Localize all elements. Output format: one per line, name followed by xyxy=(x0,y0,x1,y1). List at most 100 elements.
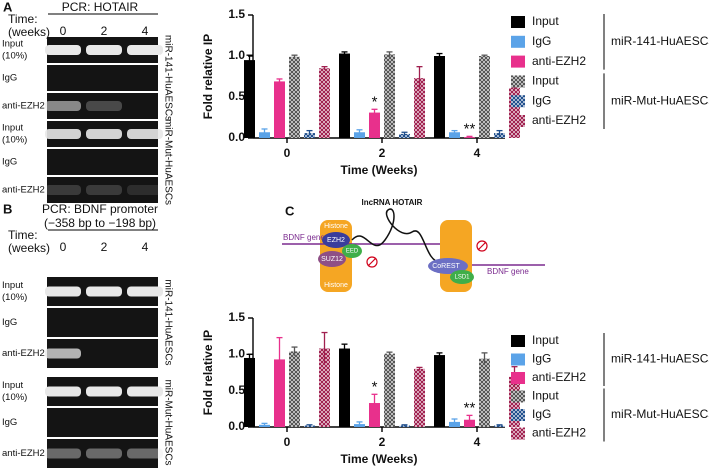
legend-swatch xyxy=(511,55,525,68)
error-bar xyxy=(401,131,408,136)
y-tick-label: 0.0 xyxy=(228,419,245,433)
row-label: Input xyxy=(2,123,23,134)
gel-band xyxy=(127,286,163,297)
gel-band xyxy=(45,129,81,139)
row-label: Input xyxy=(2,39,23,50)
time-label: Time: xyxy=(8,228,38,242)
y-tick-label: 1.5 xyxy=(228,310,245,324)
row-label: anti-EZH2 xyxy=(2,348,45,359)
error-bar xyxy=(321,331,328,365)
block-icon xyxy=(476,240,488,252)
error-bar xyxy=(481,54,488,57)
error-bar xyxy=(416,66,423,90)
row-label: anti-EZH2 xyxy=(2,185,45,196)
bar xyxy=(434,56,445,138)
gel xyxy=(47,308,158,337)
error-bar xyxy=(416,366,423,371)
error-bar xyxy=(386,351,393,356)
gel-band xyxy=(127,448,163,459)
legend-label: anti-EZH2 xyxy=(532,370,586,384)
gel-band xyxy=(127,129,163,139)
legend-swatch xyxy=(511,353,525,366)
bar xyxy=(354,132,365,138)
gel xyxy=(47,439,158,468)
gel-band xyxy=(86,386,122,397)
rna xyxy=(351,208,441,263)
legend-group-label: miR-141-HuAESCs xyxy=(611,34,709,48)
error-bar xyxy=(341,343,348,353)
bar xyxy=(274,81,285,138)
gel-title: PCR: BDNF promoter xyxy=(42,202,158,216)
bar xyxy=(319,348,330,427)
x-tick-label: 2 xyxy=(379,435,386,449)
gel-band xyxy=(127,185,163,195)
error-bar xyxy=(291,346,298,356)
group-label: miR-141-HuAESCs xyxy=(162,279,173,365)
y-axis-label: Fold relative IP xyxy=(201,34,215,119)
x-tick-label: 0 xyxy=(284,435,291,449)
row-label: IgG xyxy=(2,317,17,328)
bar xyxy=(434,355,445,427)
protein-label: EED xyxy=(346,249,359,255)
block-icon xyxy=(367,257,377,267)
significance: * xyxy=(372,378,378,395)
bar xyxy=(369,403,380,427)
time-tick: 2 xyxy=(101,240,108,254)
panel-label: C xyxy=(285,203,295,218)
bar xyxy=(339,53,350,138)
error-bar xyxy=(246,353,253,362)
legend-label: IgG xyxy=(532,34,551,48)
bar xyxy=(339,348,350,427)
legend-group-label: miR-141-HuAESCs xyxy=(611,352,709,366)
time-tick: 0 xyxy=(60,24,67,38)
diagram: C Histone Histone BDNF gene BDNF gene ln… xyxy=(282,198,545,292)
legend-label: Input xyxy=(532,14,559,28)
y-tick-label: 1.0 xyxy=(228,48,245,62)
legend-label: Input xyxy=(532,74,559,88)
gel-title: (−358 bp to −198 bp) xyxy=(44,216,156,230)
bar xyxy=(369,112,380,138)
gel-band xyxy=(45,45,81,55)
error-bar xyxy=(356,421,363,427)
legend-label: IgG xyxy=(532,407,551,421)
error-bar xyxy=(246,54,253,66)
gel-band xyxy=(86,286,122,297)
error-bar xyxy=(306,129,313,136)
gel xyxy=(47,408,158,437)
x-axis-label: Time (Weeks) xyxy=(341,452,418,466)
gel-band xyxy=(45,448,81,459)
error-bar xyxy=(356,129,363,135)
bar xyxy=(244,60,255,138)
bar xyxy=(274,359,285,427)
legend-swatch xyxy=(511,409,525,421)
gene-label: BDNF gene xyxy=(283,233,325,242)
gel-band xyxy=(86,101,122,111)
time-tick: 4 xyxy=(142,240,149,254)
time-tick: 2 xyxy=(101,24,108,38)
legend-label: anti-EZH2 xyxy=(532,113,586,127)
error-bar xyxy=(276,78,283,84)
legend-label: anti-EZH2 xyxy=(532,54,586,68)
group-label: miR-Mut-HuAESCs xyxy=(162,379,173,465)
row-label: anti-EZH2 xyxy=(2,448,45,459)
error-bar xyxy=(451,418,458,425)
legend-group-label: miR-Mut-HuAESCs xyxy=(611,407,709,421)
block-icon xyxy=(366,256,378,268)
x-tick-label: 4 xyxy=(474,146,481,160)
x-tick-label: 2 xyxy=(379,146,386,160)
gel-band xyxy=(45,386,81,397)
legend-swatch xyxy=(511,95,525,108)
legend-swatch xyxy=(511,75,525,88)
bar xyxy=(414,78,425,138)
rna-label: lncRNA HOTAIR xyxy=(362,198,423,207)
row-label: (10%) xyxy=(2,392,27,403)
error-bar xyxy=(496,424,503,427)
row-label: (10%) xyxy=(2,135,27,146)
error-bar xyxy=(481,352,488,365)
group-label: miR-Mut-HuAESCs xyxy=(162,119,173,205)
error-bar xyxy=(276,336,283,382)
row-label: (10%) xyxy=(2,51,27,62)
gel-band xyxy=(45,101,81,111)
y-tick-label: 1.5 xyxy=(228,7,245,21)
